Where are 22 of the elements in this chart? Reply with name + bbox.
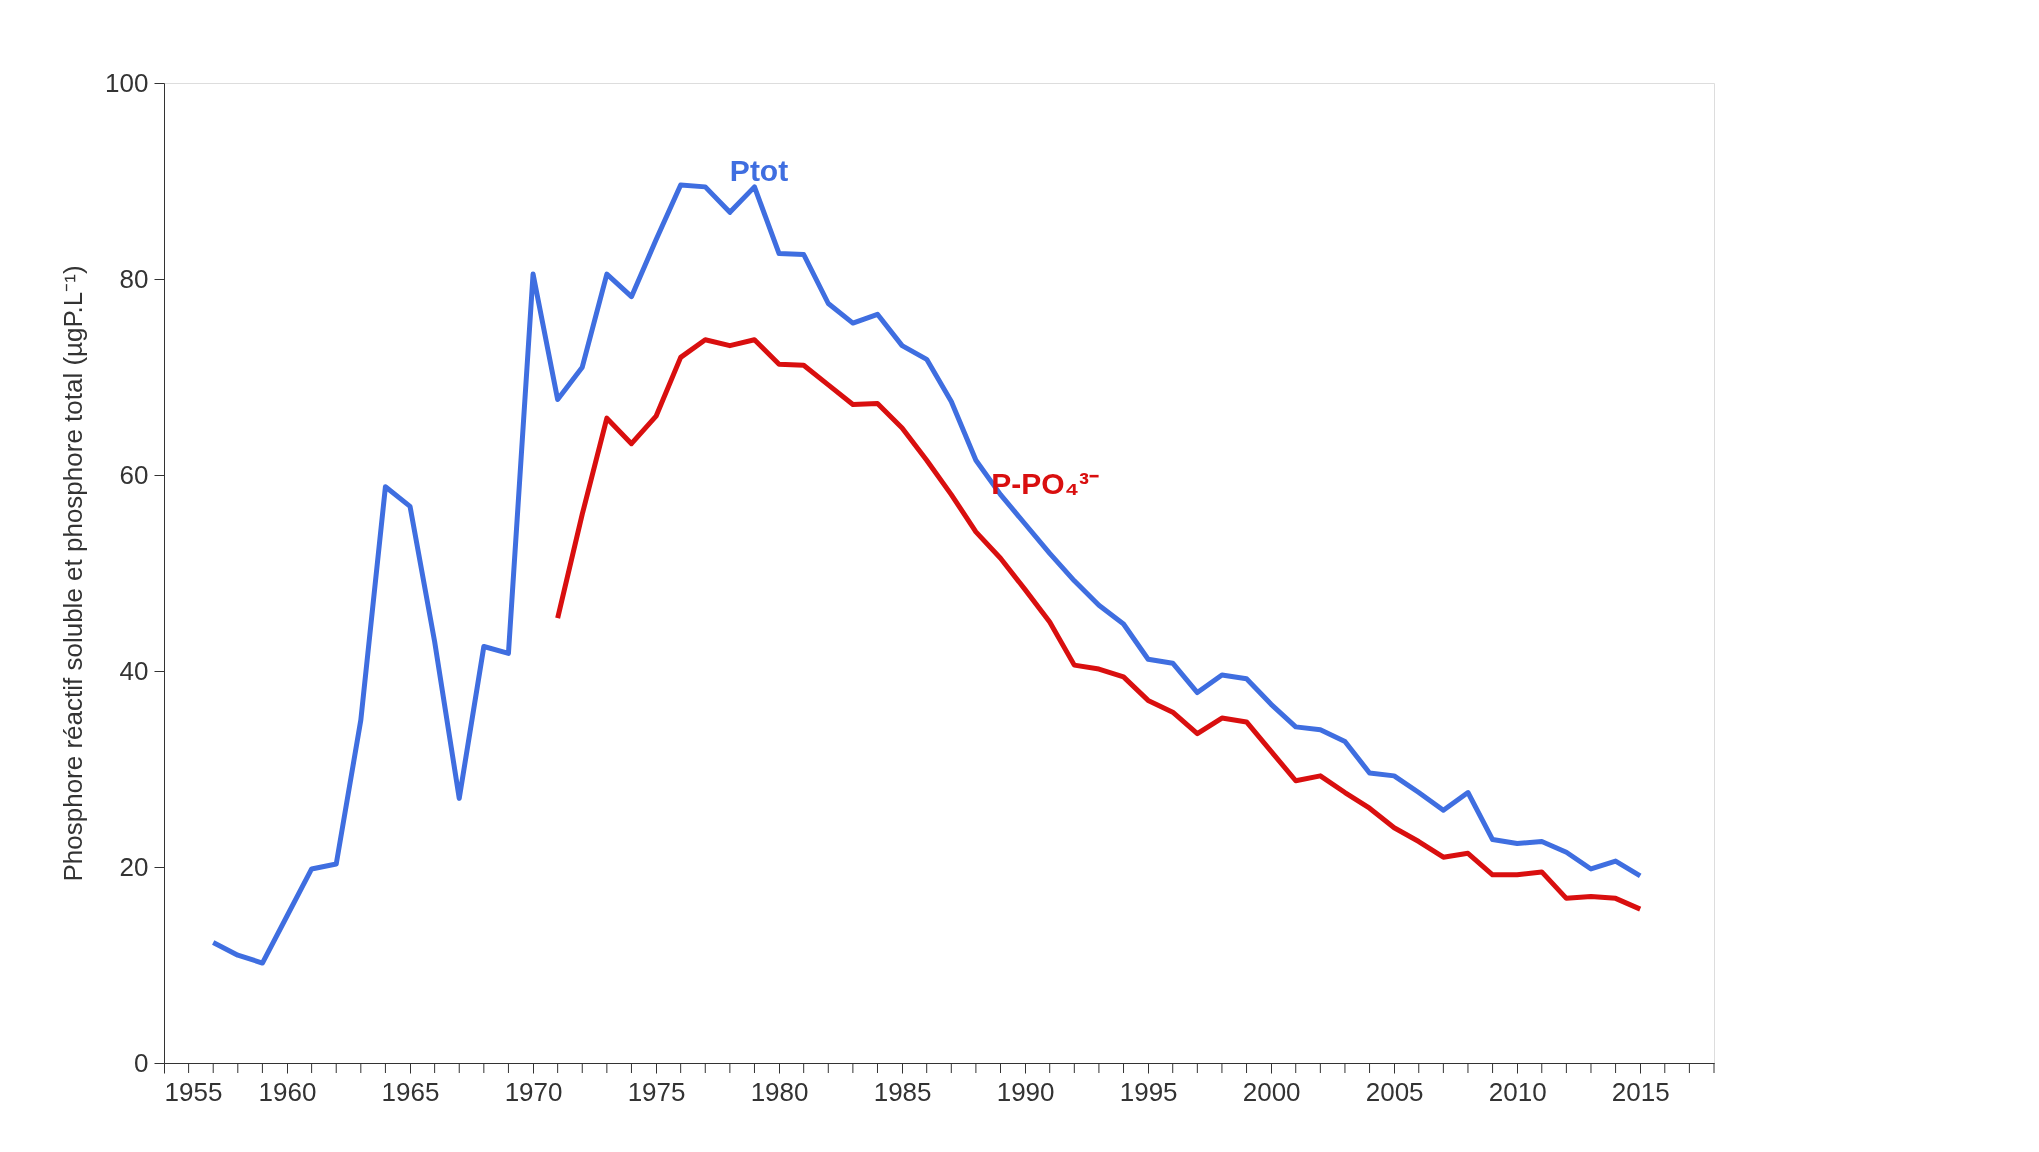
x-tick-label: 1970 [504, 1076, 563, 1107]
y-tick-label: 0 [134, 1047, 149, 1078]
x-tick-label: 1955 [164, 1076, 223, 1107]
y-tick-label: 100 [105, 67, 149, 98]
x-tick-label: 2000 [1242, 1076, 1301, 1107]
y-tick-label: 40 [119, 655, 149, 686]
x-tick-label: 1985 [873, 1076, 932, 1107]
x-tick-label: 1995 [1119, 1076, 1178, 1107]
x-tick-label: 1980 [750, 1076, 809, 1107]
x-tick-label: 2005 [1365, 1076, 1424, 1107]
x-tick-label: 1965 [381, 1076, 440, 1107]
y-tick-label: 80 [119, 263, 149, 294]
series-label: P-PO₄³⁻ [991, 466, 1099, 500]
x-tick-label: 2010 [1488, 1076, 1547, 1107]
y-tick-label: 20 [119, 851, 149, 882]
y-axis-title: Phosphore réactif soluble et phosphore total (µgP.L⁻¹) [58, 265, 89, 882]
x-tick-label: 1975 [627, 1076, 686, 1107]
x-tick-label: 1990 [996, 1076, 1055, 1107]
series-label: Ptot [729, 154, 789, 188]
x-tick-label: 1960 [258, 1076, 317, 1107]
y-tick-label: 60 [119, 459, 149, 490]
x-tick-label: 2015 [1611, 1076, 1670, 1107]
